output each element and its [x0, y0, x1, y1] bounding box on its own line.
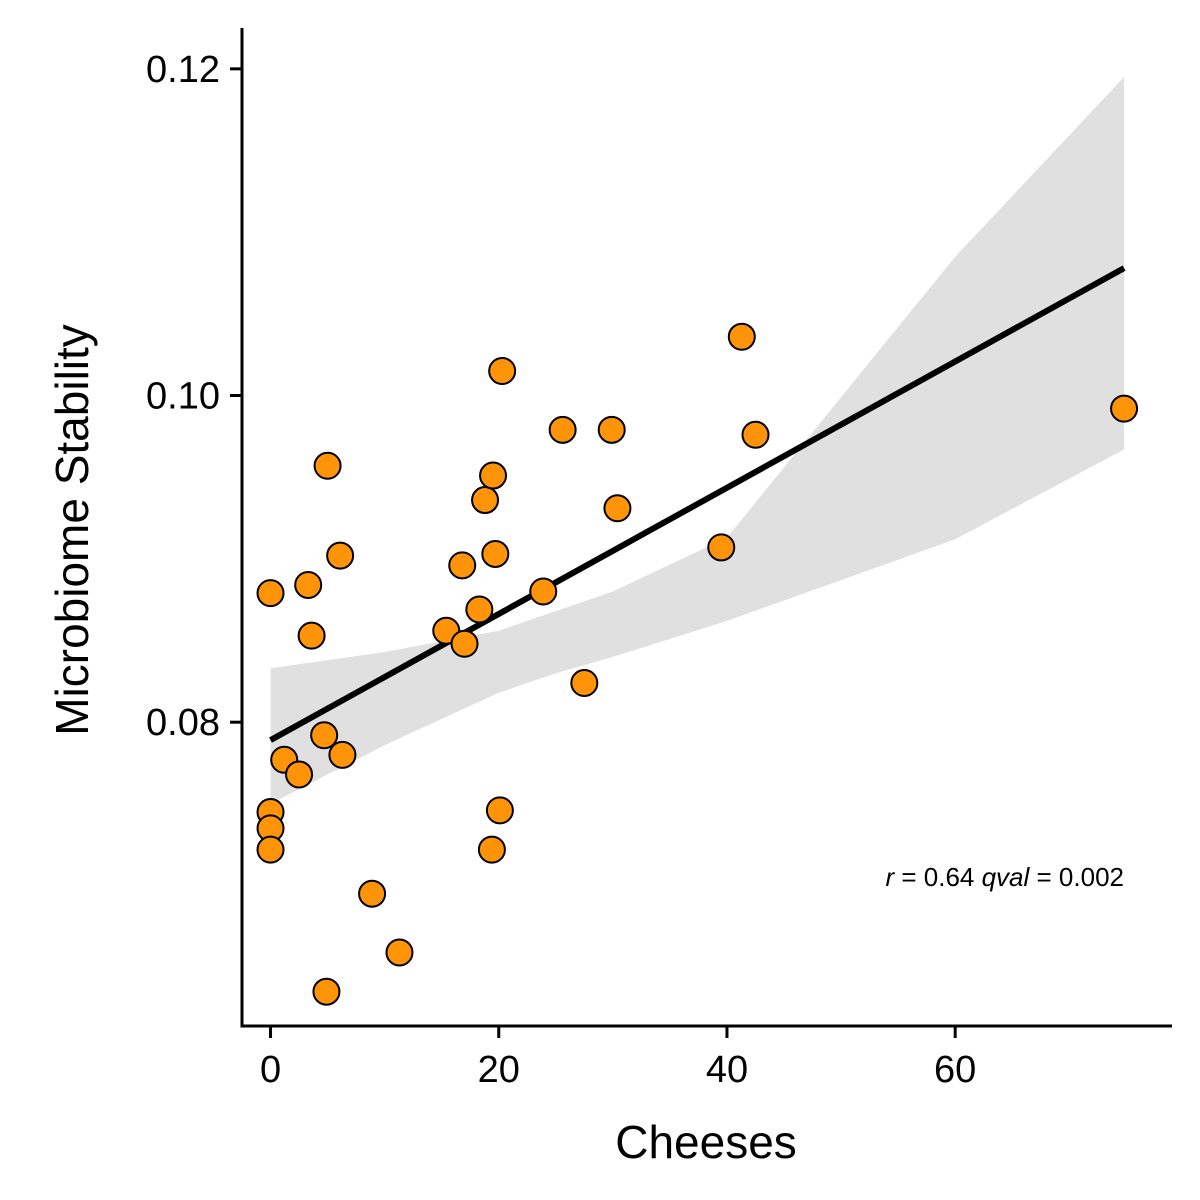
- x-tick-label: 40: [706, 1049, 748, 1091]
- data-point: [297, 621, 326, 650]
- annotation-q-symbol: qval: [982, 862, 1031, 892]
- data-point: [256, 835, 285, 864]
- data-point: [465, 595, 494, 624]
- data-point: [479, 461, 508, 490]
- data-point: [570, 668, 599, 697]
- data-point: [485, 796, 514, 825]
- data-point: [707, 533, 736, 562]
- x-tick-label: 60: [934, 1049, 976, 1091]
- x-axis-title: Cheeses: [615, 1116, 797, 1168]
- data-point: [294, 570, 323, 599]
- data-point: [477, 835, 506, 864]
- data-point: [448, 551, 477, 580]
- data-point: [548, 415, 577, 444]
- data-point: [741, 420, 770, 449]
- data-point: [481, 539, 510, 568]
- annotation-r-value: = 0.64: [894, 862, 981, 892]
- data-point: [488, 357, 517, 386]
- y-tick-label: 0.08: [146, 702, 220, 744]
- data-point: [603, 494, 632, 523]
- data-point: [310, 721, 339, 750]
- axes-layer: 0 20 40 60 0.08 0.10 0.12: [146, 28, 1172, 1091]
- data-point: [285, 760, 314, 789]
- data-point: [256, 579, 285, 608]
- data-point: [312, 977, 341, 1006]
- data-point: [358, 879, 387, 908]
- data-point: [471, 486, 500, 515]
- data-point: [727, 322, 756, 351]
- y-tick-label: 0.12: [146, 49, 220, 91]
- correlation-annotation: r = 0.64 qval = 0.002: [885, 862, 1124, 892]
- data-point: [597, 415, 626, 444]
- annotation-r-symbol: r: [885, 862, 895, 892]
- x-tick-label: 20: [478, 1049, 520, 1091]
- confidence-band: [270, 77, 1125, 804]
- fit-line-layer: [269, 265, 1126, 743]
- data-point: [385, 938, 414, 967]
- data-point: [529, 577, 558, 606]
- confidence-band-layer: [270, 77, 1125, 804]
- annotation-q-value: = 0.002: [1029, 862, 1124, 892]
- data-point: [313, 451, 342, 480]
- regression-line: [269, 265, 1126, 743]
- data-point: [450, 629, 479, 658]
- y-tick-label: 0.10: [146, 376, 220, 418]
- data-points-layer: [256, 322, 1139, 1006]
- data-point: [328, 740, 357, 769]
- data-point: [326, 541, 355, 570]
- x-tick-label: 0: [260, 1049, 281, 1091]
- data-point: [1110, 394, 1139, 423]
- y-axis-title: Microbiome Stability: [46, 324, 98, 736]
